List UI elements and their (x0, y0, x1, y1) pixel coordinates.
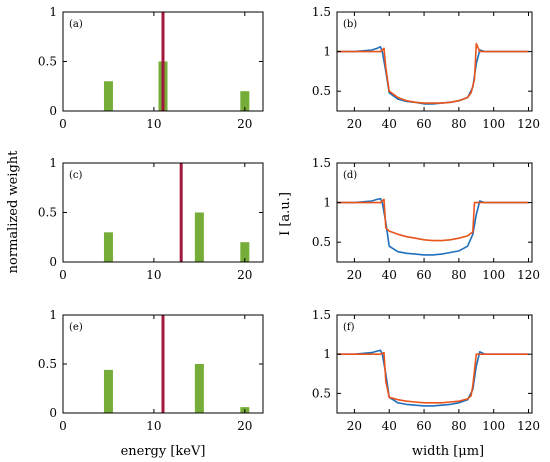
panel-c-ytick-label-1: 0.5 (38, 206, 57, 220)
right-xlabel: width [μm] (412, 444, 484, 459)
panel-e-xtick-label-2: 20 (237, 419, 252, 433)
panel-c-bar-2 (240, 242, 250, 262)
panel-b-frame (336, 11, 533, 112)
panel-c-frame (62, 162, 264, 263)
panel-b-xtick-label-5: 120 (517, 117, 540, 131)
panel-d-series-orange (337, 198, 529, 242)
panel-d-xtick-label-2: 60 (416, 268, 431, 282)
panel-f-series-blue (337, 349, 529, 407)
panel-e-bar-0 (103, 369, 113, 413)
panel-c-letter: (c) (69, 170, 83, 181)
panel-e-ytick-label-2: 1 (49, 308, 57, 322)
panel-d-ytick-label-1: 1 (323, 196, 331, 210)
panel-f-xtick-label-0: 20 (347, 419, 362, 433)
panel-f: 20 40 60 80 100 120 0.5 1 1.5 (f) (312, 308, 540, 433)
panel-b-xtick-label-3: 80 (451, 117, 466, 131)
panel-d-xtick-label-1: 40 (382, 268, 397, 282)
panel-f-xtick-label-4: 100 (482, 419, 505, 433)
panel-e-ytick-label-0: 0 (49, 406, 57, 420)
panel-a-ytick-label-2: 1 (49, 5, 57, 19)
panel-b-xtick-label-1: 40 (382, 117, 397, 131)
panel-c-plot (103, 163, 250, 262)
panel-c-ytick-label-0: 0 (49, 255, 57, 269)
left-ylabel: normalized weight (6, 150, 21, 273)
panel-b-series-blue (337, 46, 529, 105)
panel-f-ytick-label-0: 0.5 (312, 386, 331, 400)
panel-f-series-orange (337, 351, 529, 404)
panel-f-xtick-label-3: 80 (451, 419, 466, 433)
panel-d-xtick-label-4: 100 (482, 268, 505, 282)
panel-c: 0 10 20 0 0.5 1 (c) (38, 156, 264, 282)
panel-f-xtick-label-2: 60 (416, 419, 431, 433)
panel-a-ytick-label-0: 0 (49, 104, 57, 118)
panel-d-xtick-label-3: 80 (451, 268, 466, 282)
panel-a-plot (103, 12, 250, 111)
panel-b: 20 40 60 80 100 120 0.5 1 1.5 (b) (312, 5, 540, 131)
panel-d: 20 40 60 80 100 120 0.5 1 1.5 (d) (312, 156, 540, 282)
panel-c-xtick-label-0: 0 (59, 268, 67, 282)
panel-b-ytick-label-1: 1 (323, 45, 331, 59)
panel-f-xtick-label-5: 120 (517, 419, 540, 433)
panel-e-bar-1 (194, 364, 204, 413)
panel-d-frame (336, 162, 533, 263)
panel-b-ytick-label-2: 1.5 (312, 5, 331, 19)
right-ylabel: I [a.u.] (278, 192, 293, 236)
panel-f-ytick-label-2: 1.5 (312, 308, 331, 322)
panel-b-letter: (b) (343, 19, 357, 30)
panel-f-frame (336, 314, 533, 414)
panel-a: 0 10 20 0 0.5 1 (a) (38, 5, 264, 131)
panel-b-ytick-label-0: 0.5 (312, 84, 331, 98)
panel-a-xtick-label-0: 0 (59, 117, 67, 131)
panel-a-bar-0 (103, 81, 113, 111)
panel-e-letter: (e) (69, 322, 83, 333)
panel-a-letter: (a) (69, 19, 83, 30)
panel-d-xtick-label-5: 120 (517, 268, 540, 282)
panel-b-xtick-label-4: 100 (482, 117, 505, 131)
panel-a-bar-2 (240, 91, 250, 111)
left-xlabel: energy [keV] (121, 444, 206, 459)
panel-b-xtick-label-2: 60 (416, 117, 431, 131)
panel-b-xtick-label-0: 20 (347, 117, 362, 131)
panel-b-plot (337, 42, 529, 105)
panel-d-xtick-label-0: 20 (347, 268, 362, 282)
panel-f-plot (337, 349, 529, 407)
panel-d-series-blue (337, 197, 529, 256)
panel-f-letter: (f) (343, 322, 355, 333)
panel-f-xtick-label-1: 40 (382, 419, 397, 433)
panel-d-letter: (d) (343, 170, 357, 181)
panel-a-xtick-label-1: 10 (146, 117, 161, 131)
panel-d-ytick-label-0: 0.5 (312, 235, 331, 249)
panel-e: 0 10 20 0 0.5 1 (e) (38, 308, 264, 433)
panel-b-series-orange (337, 42, 529, 104)
panel-c-bar-1 (194, 212, 204, 262)
panel-c-xtick-label-1: 10 (146, 268, 161, 282)
panel-c-ytick-label-2: 1 (49, 156, 57, 170)
panel-d-plot (337, 197, 529, 256)
panel-f-ytick-label-1: 1 (323, 347, 331, 361)
panel-e-ytick-label-1: 0.5 (38, 357, 57, 371)
panel-a-xtick-label-2: 20 (237, 117, 252, 131)
panel-a-ytick-label-1: 0.5 (38, 55, 57, 69)
panel-e-xtick-label-1: 10 (146, 419, 161, 433)
panel-c-bar-0 (103, 232, 113, 262)
panel-c-xtick-label-2: 20 (237, 268, 252, 282)
panel-e-xtick-label-0: 0 (59, 419, 67, 433)
panel-d-ytick-label-2: 1.5 (312, 156, 331, 170)
panel-e-plot (103, 315, 250, 413)
